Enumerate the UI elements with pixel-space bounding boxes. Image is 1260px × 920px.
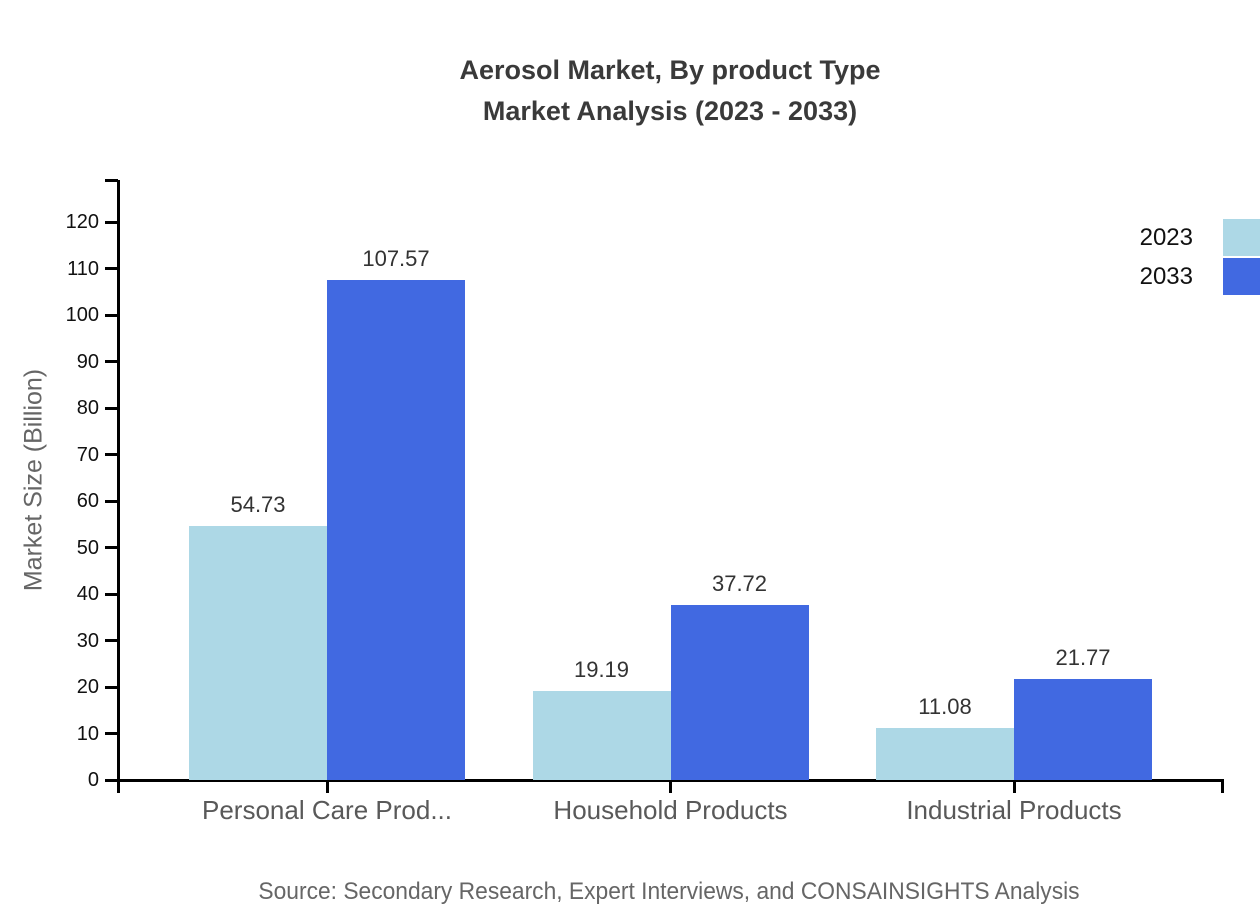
y-tick-label: 80 xyxy=(76,397,99,419)
y-tick-label: 0 xyxy=(87,769,99,791)
bar-2023 xyxy=(876,728,1014,780)
y-axis-cap-tick xyxy=(105,178,118,182)
bar-value-label: 54.73 xyxy=(230,491,286,517)
y-tick-mark xyxy=(105,453,118,456)
bar-2033 xyxy=(670,604,809,780)
y-tick-mark xyxy=(105,685,118,689)
y-tick-label: 110 xyxy=(67,257,99,280)
legend-label: 2033 xyxy=(1139,262,1193,290)
bar-2033 xyxy=(1014,678,1152,780)
y-axis-title: Market Size (Billion) xyxy=(19,368,48,592)
y-tick-label: 90 xyxy=(76,350,99,373)
y-tick-mark xyxy=(105,639,118,642)
bar-value-label: 37.72 xyxy=(711,570,768,596)
bar-2033 xyxy=(327,279,465,780)
y-tick-mark xyxy=(105,546,118,549)
x-category-label: Personal Care Prod... xyxy=(201,795,452,825)
x-end-tick xyxy=(1220,780,1224,793)
x-category-tick xyxy=(1012,780,1016,793)
y-tick-label: 40 xyxy=(76,583,99,605)
y-tick-label: 50 xyxy=(76,536,99,559)
bar-2023 xyxy=(189,525,327,780)
chart-title: Aerosol Market, By product Type Market A… xyxy=(80,50,1260,132)
y-tick-label: 20 xyxy=(76,676,99,698)
y-tick-label: 100 xyxy=(65,304,99,326)
y-tick-label: 10 xyxy=(76,722,99,745)
bar-2023 xyxy=(532,690,671,780)
y-tick-mark xyxy=(105,360,118,363)
x-category-tick xyxy=(325,780,329,793)
y-tick-label: 30 xyxy=(76,629,99,652)
legend-item-2023: 2023 xyxy=(1140,219,1260,256)
x-category-label: Industrial Products xyxy=(906,795,1122,825)
y-tick-mark xyxy=(105,732,118,735)
y-tick-label: 120 xyxy=(65,211,99,233)
y-tick-label: 60 xyxy=(76,490,99,512)
legend-item-2033: 2033 xyxy=(1140,258,1260,295)
legend-swatch xyxy=(1223,258,1260,295)
y-tick-mark xyxy=(105,406,118,410)
y-tick-label: 70 xyxy=(76,443,99,466)
bar-value-label: 21.77 xyxy=(1055,644,1111,670)
chart-title-line2: Market Analysis (2023 - 2033) xyxy=(482,96,858,126)
y-tick-mark xyxy=(105,267,118,270)
x-origin-tick xyxy=(116,780,120,793)
bar-value-label: 107.57 xyxy=(362,245,430,271)
y-axis-line xyxy=(116,180,120,782)
bar-value-label: 11.08 xyxy=(918,694,972,720)
source-note: Source: Secondary Research, Expert Inter… xyxy=(258,878,1080,905)
chart-legend: 2023 2033 xyxy=(1140,219,1260,295)
y-tick-mark xyxy=(105,220,118,224)
legend-swatch xyxy=(1223,219,1260,256)
bar-value-label: 19.19 xyxy=(573,656,630,682)
y-tick-mark xyxy=(105,313,118,317)
chart-title-line1: Aerosol Market, By product Type xyxy=(459,55,881,85)
y-tick-mark xyxy=(105,778,118,782)
y-tick-mark xyxy=(105,499,118,503)
x-category-label: Household Products xyxy=(553,795,788,825)
y-tick-mark xyxy=(105,592,118,596)
x-category-tick xyxy=(669,780,672,793)
legend-label: 2023 xyxy=(1139,223,1193,251)
